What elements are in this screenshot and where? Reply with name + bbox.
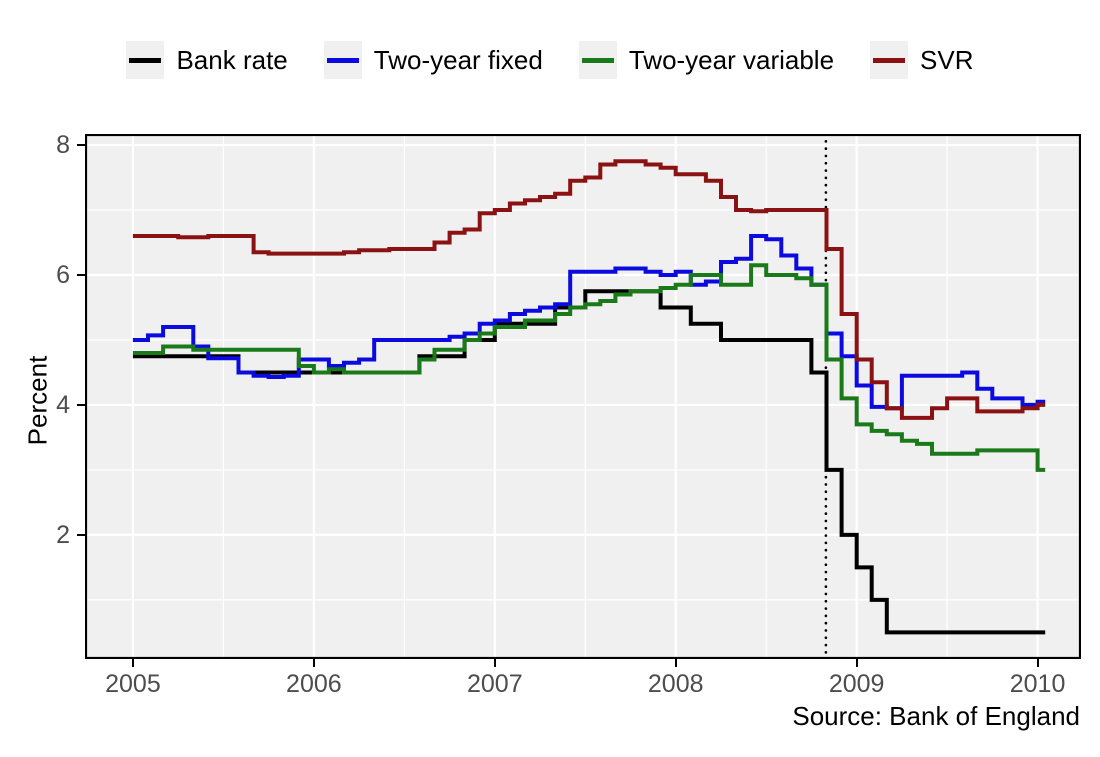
legend-key-swatch (578, 41, 617, 79)
y-tick-label: 6 (56, 260, 70, 289)
y-tick-label: 2 (56, 520, 70, 549)
x-tick-label: 2005 (105, 670, 161, 698)
y-tick-mark (77, 533, 85, 537)
x-tick-label: 2007 (466, 670, 523, 698)
legend-line-icon (326, 57, 359, 63)
legend-label: Two-year fixed (373, 44, 543, 75)
x-tick-mark (131, 659, 135, 667)
legend-label: Bank rate (176, 44, 288, 75)
legend-item-two-year-variable: Two-year variable (578, 41, 835, 79)
legend-key-swatch (126, 41, 165, 79)
legend: Bank rate Two-year fixed Two-year variable… (0, 38, 1100, 82)
y-tick-mark (77, 144, 85, 147)
panel-border (85, 134, 1081, 659)
legend-label: Two-year variable (628, 44, 835, 75)
y-tick-mark (77, 403, 85, 407)
legend-line-icon (129, 57, 162, 63)
series-two-year-variable (132, 263, 1046, 472)
y-tick-label: 8 (56, 131, 70, 160)
legend-line-icon (873, 57, 906, 63)
x-tick-mark (493, 659, 496, 667)
x-tick-label: 2009 (828, 670, 885, 698)
legend-line-icon (581, 57, 614, 63)
x-tick-mark (312, 659, 316, 667)
x-tick-mark (674, 659, 677, 667)
series-bank-rate (132, 289, 1046, 635)
series-svr (132, 159, 1046, 420)
legend-label: SVR (920, 44, 974, 75)
legend-item-bank-rate: Bank rate (126, 41, 288, 79)
y-tick-label: 4 (56, 390, 70, 419)
x-tick-mark (1036, 659, 1039, 667)
panel-background (85, 134, 1081, 659)
legend-key-swatch (323, 41, 362, 79)
x-tick-label: 2010 (1009, 670, 1066, 698)
x-tick-label: 2008 (647, 670, 704, 698)
legend-item-two-year-fixed: Two-year fixed (323, 41, 543, 79)
plot-panel (85, 134, 1081, 659)
x-tick-label: 2006 (286, 670, 342, 698)
x-tick-mark (855, 659, 858, 667)
y-tick-mark (77, 273, 85, 277)
source-caption: Source: Bank of England (792, 701, 1080, 731)
legend-key-swatch (870, 41, 909, 79)
legend-item-svr: SVR (870, 41, 974, 79)
